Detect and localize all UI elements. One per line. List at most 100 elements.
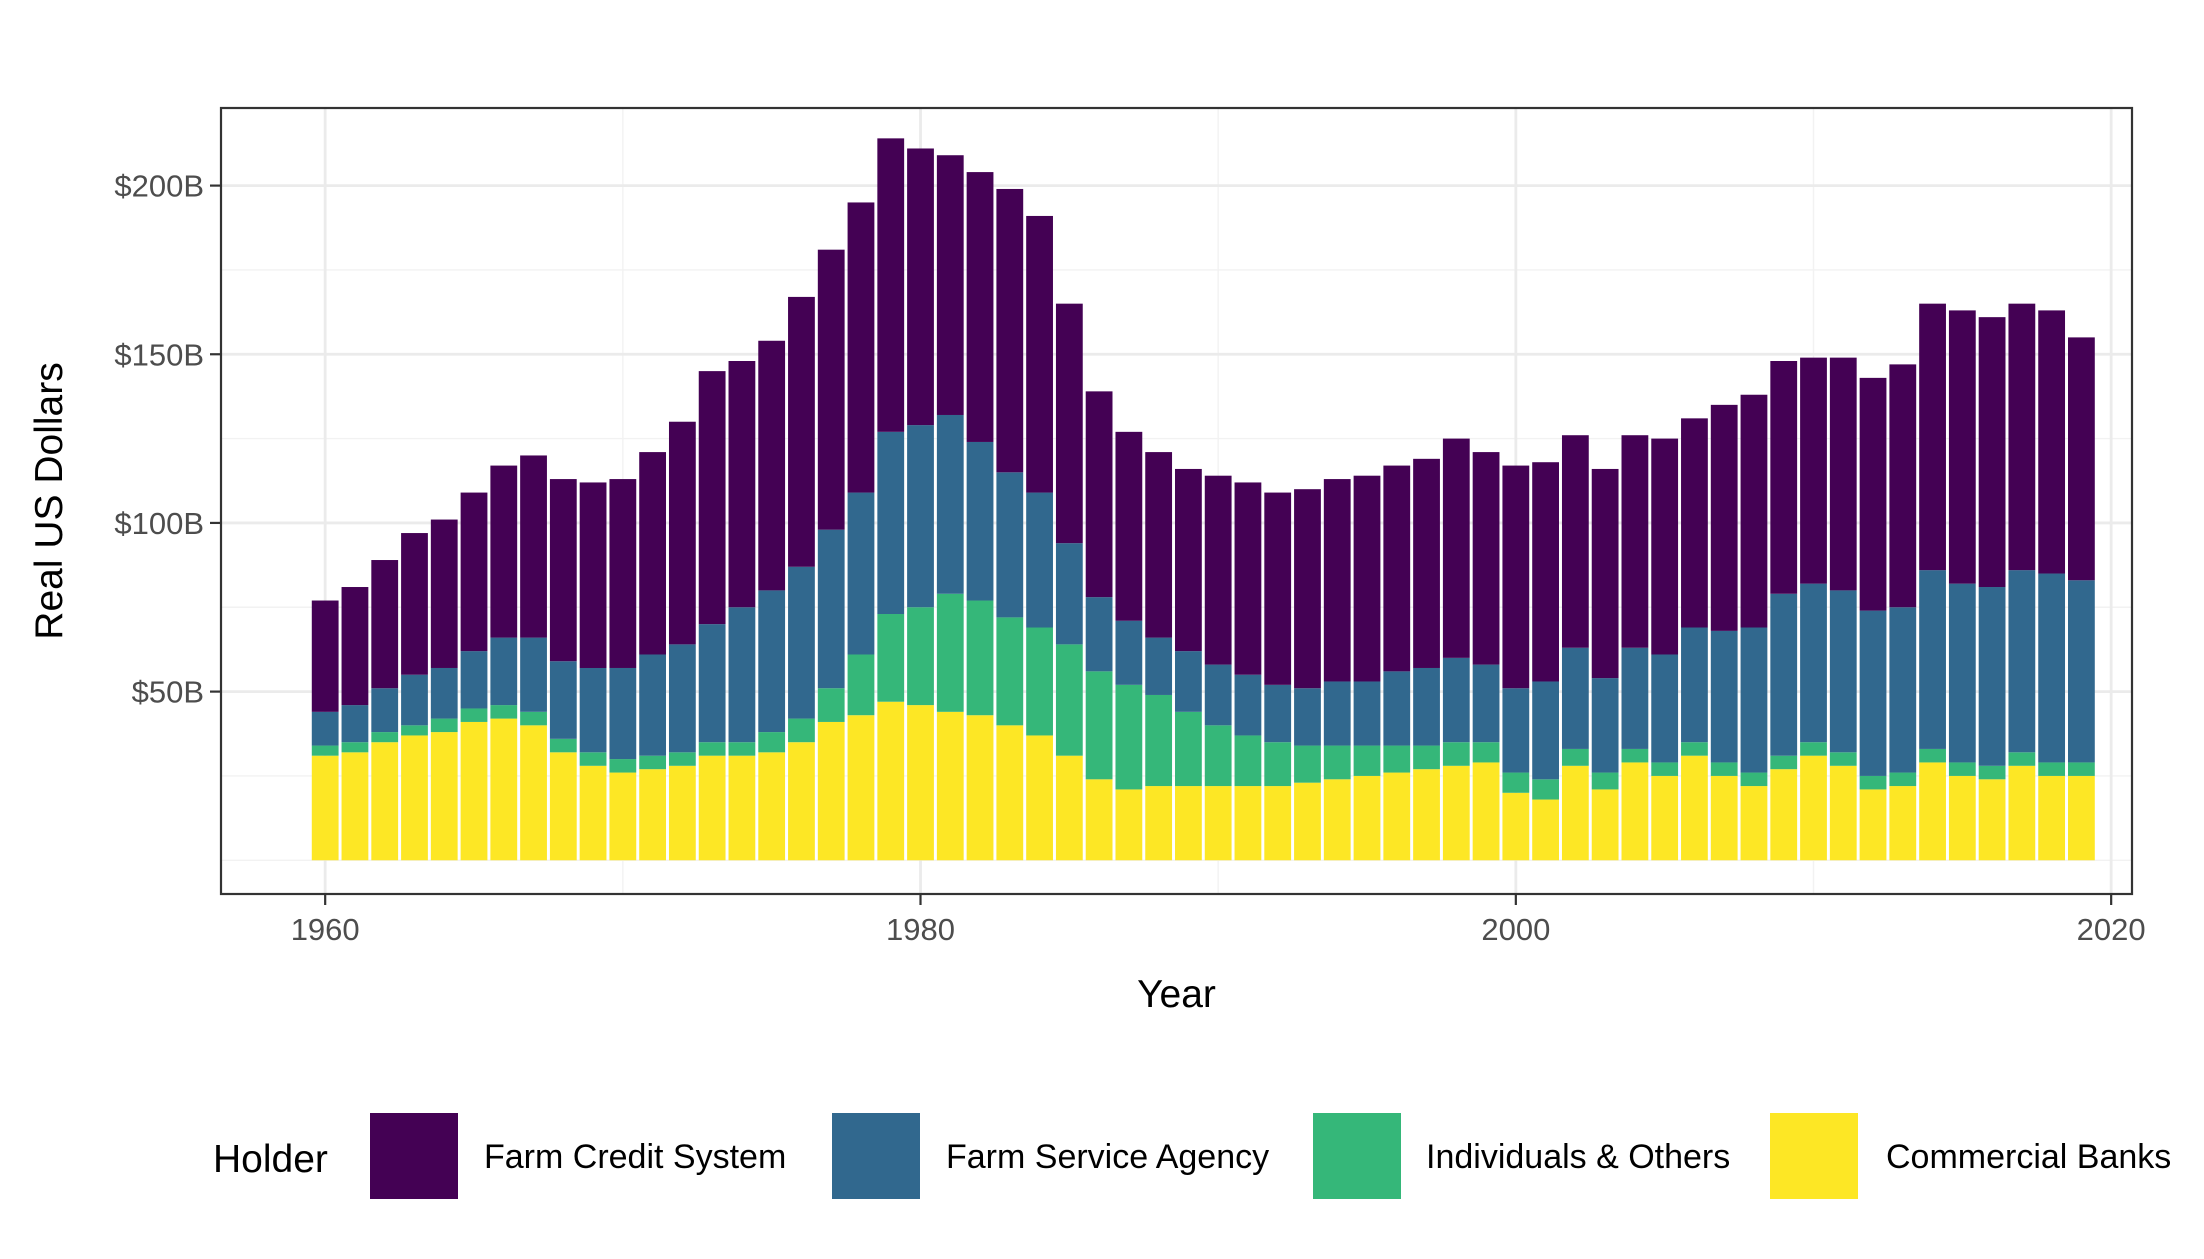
- bar-segment: [847, 202, 875, 493]
- bar-segment: [2068, 775, 2095, 861]
- bar-segment: [1026, 627, 1053, 736]
- bar-segment: [1621, 748, 1649, 763]
- panel-border: [219, 106, 2134, 896]
- bar-segment: [1978, 765, 2006, 780]
- x-tick-label: 1960: [291, 912, 360, 947]
- bar-segment: [639, 654, 667, 756]
- bar-segment: [936, 711, 964, 861]
- bar-segment: [1502, 772, 1530, 793]
- bar-segment: [788, 742, 815, 861]
- bar-segment: [1919, 748, 1946, 763]
- bar-segment: [460, 721, 488, 861]
- bar-segment: [936, 155, 964, 415]
- bar-segment: [1204, 725, 1232, 787]
- bar-segment: [1264, 684, 1292, 743]
- legend-label: Individuals & Others: [1426, 1138, 1730, 1176]
- bar-segment: [1978, 587, 2006, 766]
- bar-segment: [401, 735, 428, 861]
- bar-segment: [1413, 667, 1440, 746]
- bar-segment: [371, 560, 399, 689]
- bar-segment: [1978, 317, 2006, 588]
- bar-segment: [1145, 452, 1173, 638]
- bar-segment: [1026, 215, 1053, 493]
- bar-segment: [966, 172, 994, 442]
- bar-segment: [1353, 745, 1381, 776]
- bar-segment: [1413, 458, 1440, 668]
- bar-segment: [728, 607, 756, 743]
- bar-segment: [1651, 438, 1679, 655]
- bar-segment: [817, 688, 845, 722]
- bar-segment: [1175, 651, 1202, 712]
- bar-segment: [311, 755, 339, 861]
- bar-segment: [311, 711, 339, 746]
- bar-segment: [698, 755, 726, 861]
- legend-key: [832, 1113, 920, 1199]
- bar-segment: [2038, 775, 2066, 861]
- bar-segment: [1651, 762, 1679, 776]
- bar-segment: [2038, 573, 2066, 763]
- bar-segment: [1413, 769, 1440, 861]
- bar-segment: [1294, 782, 1321, 861]
- bar-segment: [1442, 438, 1470, 658]
- bar-segment: [877, 138, 905, 432]
- bar-segment: [1859, 775, 1887, 790]
- bar-segment: [1294, 745, 1321, 783]
- bar-segment: [1651, 775, 1679, 861]
- bar-segment: [1026, 735, 1053, 861]
- y-tick-label: $100B: [114, 506, 204, 541]
- bar-segment: [966, 441, 994, 601]
- bar-segment: [341, 742, 369, 753]
- bar-segment: [1234, 674, 1262, 736]
- bar-segment: [1234, 786, 1262, 861]
- bar-segment: [758, 590, 786, 733]
- bar-segment: [1681, 627, 1708, 743]
- bar-segment: [728, 755, 756, 861]
- bar-segment: [549, 661, 577, 739]
- bar-segment: [1710, 762, 1738, 776]
- bar-segment: [1621, 762, 1649, 861]
- bar-segment: [847, 654, 875, 716]
- bar-segment: [1919, 762, 1946, 861]
- legend-label: Commercial Banks: [1886, 1138, 2171, 1176]
- legend-key: [370, 1113, 458, 1199]
- bar-segment: [1710, 404, 1738, 631]
- bar-segment: [549, 752, 577, 861]
- bar-segment: [1145, 786, 1173, 861]
- y-tick-label: $50B: [132, 675, 204, 710]
- bar-segment: [1561, 435, 1589, 648]
- bar-segment: [1055, 755, 1083, 861]
- bar-segment: [401, 533, 428, 675]
- bar-segment: [1859, 610, 1887, 776]
- bar-segment: [907, 607, 934, 706]
- bar-segment: [1264, 742, 1292, 787]
- bar-segment: [1055, 543, 1083, 645]
- bar-segment: [341, 705, 369, 743]
- bar-segment: [1829, 357, 1857, 591]
- bar-segment: [639, 769, 667, 861]
- bar-segment: [1234, 482, 1262, 675]
- bar-segment: [1770, 593, 1798, 756]
- bar-segment: [1294, 688, 1321, 746]
- bar-segment: [1710, 775, 1738, 861]
- bar-segment: [758, 340, 786, 591]
- bar-segment: [2068, 580, 2095, 763]
- bar-segment: [341, 587, 369, 706]
- bar-segment: [788, 296, 815, 567]
- bar-segment: [371, 688, 399, 733]
- bar-segment: [2008, 752, 2036, 766]
- bar-segment: [668, 765, 696, 861]
- bar-segment: [1085, 597, 1113, 672]
- bar-segment: [1204, 786, 1232, 861]
- legend-key: [1770, 1113, 1858, 1199]
- bar-segment: [2008, 765, 2036, 861]
- bar-segment: [1175, 468, 1202, 652]
- bar-segment: [1175, 711, 1202, 787]
- bar-segment: [430, 667, 458, 719]
- bar-segment: [996, 472, 1024, 618]
- bar-segment: [1561, 765, 1589, 861]
- bar-segment: [520, 455, 547, 638]
- bar-segment: [1264, 492, 1292, 685]
- bar-segment: [758, 752, 786, 861]
